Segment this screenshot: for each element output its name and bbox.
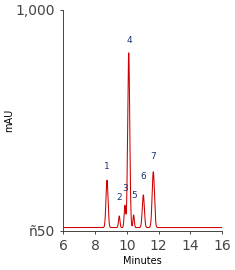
- Text: 3: 3: [122, 184, 128, 193]
- Text: 1: 1: [104, 162, 110, 171]
- Text: 2: 2: [117, 193, 122, 202]
- Text: 4: 4: [126, 36, 132, 45]
- X-axis label: Minutes: Minutes: [123, 256, 162, 266]
- Text: 6: 6: [141, 172, 146, 181]
- Y-axis label: mAU: mAU: [4, 109, 14, 132]
- Text: 5: 5: [131, 191, 137, 200]
- Text: 7: 7: [151, 152, 156, 161]
